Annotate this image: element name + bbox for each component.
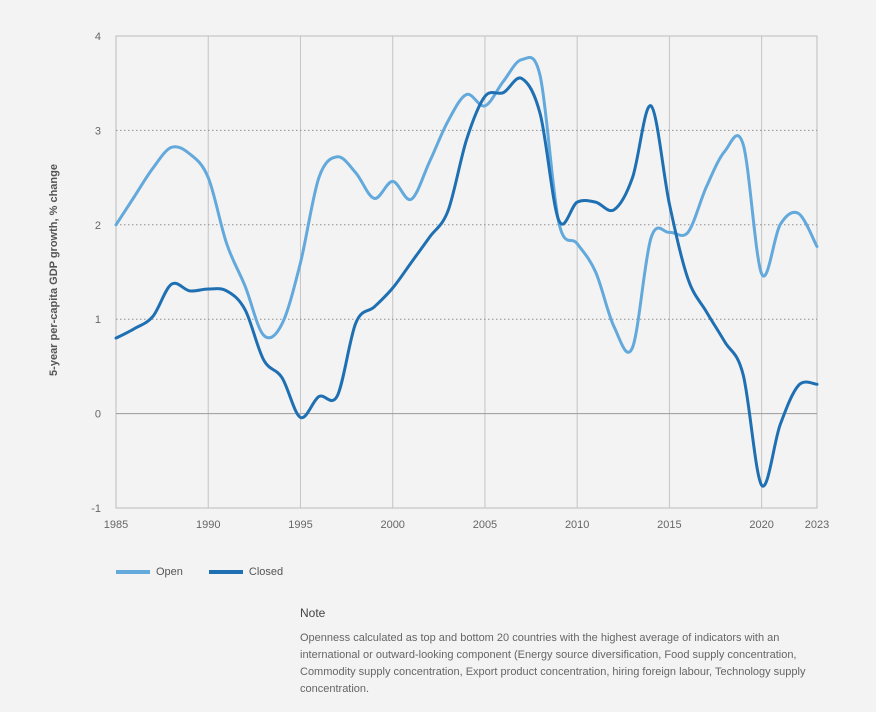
series-line-closed [114,76,819,488]
plot-frame [115,35,818,509]
y-tick-label: 1 [95,314,101,326]
chart-series [114,55,819,488]
chart-note: Note Openness calculated as top and bott… [300,606,840,698]
x-tick-label: 1995 [288,519,312,531]
y-tick-label: 4 [95,31,101,43]
note-text: Openness calculated as top and bottom 20… [300,632,806,695]
x-tick-label: 1990 [196,519,220,531]
series-line-open [114,55,819,354]
y-tick-label: -1 [91,503,101,515]
chart-grid [115,35,818,509]
chart-legend: Open Closed [116,566,283,578]
legend-item-closed: Closed [208,566,284,578]
y-tick-label: 2 [95,220,101,232]
legend-swatch-closed [208,570,243,574]
x-tick-label: 2015 [657,519,681,531]
y-tick-label: 3 [95,125,101,137]
legend-label-open: Open [156,566,183,578]
x-tick-label: 2020 [749,519,773,531]
line-chart: 1985 1990 1995 2000 2005 2010 2015 2020 2023 -1 0 1… [48,31,829,531]
legend-swatch-open [116,570,150,574]
x-tick-label: 1985 [104,519,128,531]
x-tick-label: 2023 [805,519,829,531]
y-tick-label: 0 [95,409,101,421]
y-axis-label: 5-year per-capita GDP growth, % change [48,164,60,376]
legend-label-closed: Closed [248,566,284,578]
legend-item-open: Open [116,566,183,578]
x-tick-label: 2010 [565,519,589,531]
x-tick-label: 2000 [380,519,404,531]
x-tick-label: 2005 [473,519,497,531]
note-title: Note [300,606,326,620]
chart-ticks: 1985 1990 1995 2000 2005 2010 2015 2020 2023 -1 0 1… [91,31,829,531]
